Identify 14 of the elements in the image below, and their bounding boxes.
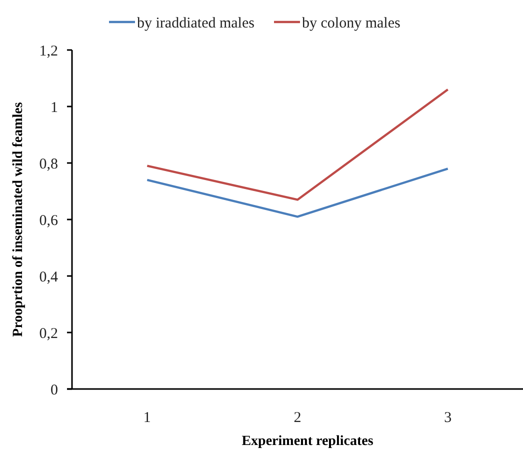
x-axis-title: Experiment replicates <box>242 434 374 449</box>
y-tick-label: 0,6 <box>39 212 58 229</box>
x-tick-label: 1 <box>143 410 151 426</box>
y-tick-label: 0 <box>50 382 58 398</box>
y-axis-title: Prooprtion of inseminated wild feamles <box>11 102 26 337</box>
x-tick-label: 2 <box>294 410 302 426</box>
y-tick-label: 0,2 <box>39 326 58 342</box>
y-tick-label: 1,2 <box>39 43 58 60</box>
y-tick-label: 1 <box>50 100 58 116</box>
x-tick-label: 3 <box>444 410 452 426</box>
y-tick-label: 0,4 <box>39 269 58 286</box>
y-tick-label: 0,8 <box>39 156 58 172</box>
legend-label: by iraddiated males <box>137 15 255 32</box>
legend-label: by colony males <box>302 15 400 32</box>
